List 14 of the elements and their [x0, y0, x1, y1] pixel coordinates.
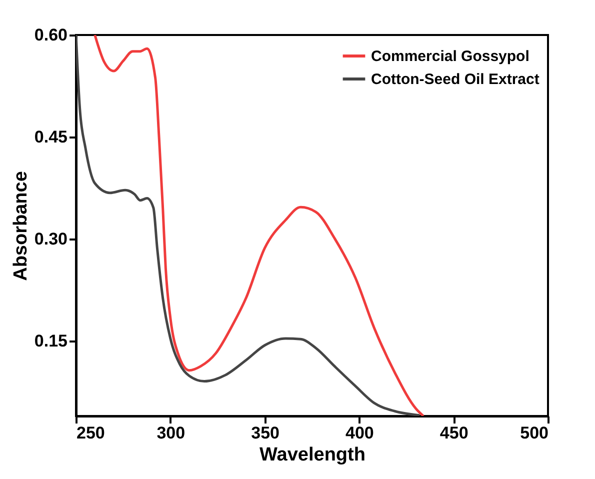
x-tick-label: 250	[76, 424, 105, 442]
x-tick-label: 500	[520, 424, 548, 442]
x-axis-title: Wavelength	[260, 444, 366, 466]
y-tick-label: 0.60	[34, 26, 68, 44]
x-tick-label: 450	[440, 424, 468, 442]
y-tick-label: 0.45	[34, 128, 68, 147]
x-tick-label: 300	[156, 424, 186, 442]
y-tick-label: 0.15	[34, 332, 68, 351]
x-tick-label: 400	[346, 424, 374, 442]
x-tick-label: 350	[251, 424, 280, 442]
y-axis-title: Absorbance	[10, 171, 32, 281]
legend-label: Commercial Gossypol	[371, 48, 530, 65]
y-tick-label: 0.30	[34, 230, 68, 249]
legend-label: Cotton-Seed Oil Extract	[371, 71, 540, 88]
